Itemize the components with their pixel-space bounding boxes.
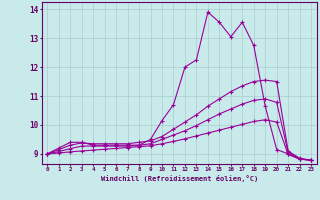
X-axis label: Windchill (Refroidissement éolien,°C): Windchill (Refroidissement éolien,°C) — [100, 175, 258, 182]
